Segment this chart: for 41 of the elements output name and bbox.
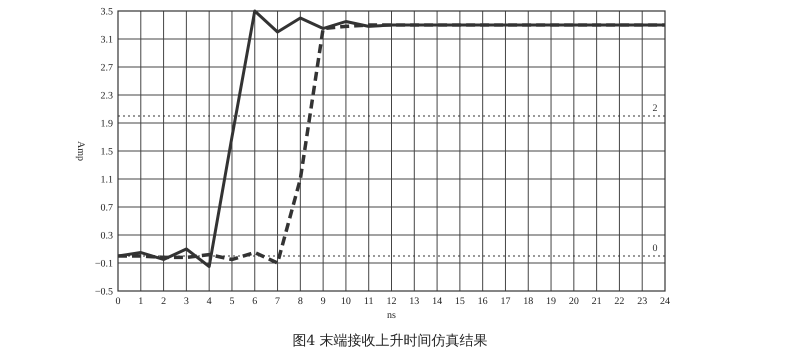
x-tick-label: 15 <box>454 296 465 307</box>
y-tick-label: 2.3 <box>100 90 113 102</box>
y-tick-label: −0.5 <box>94 286 113 298</box>
y-tick-label: −0.1 <box>94 258 113 270</box>
y-tick-label: 3.1 <box>100 34 113 46</box>
y-tick-label: 3.5 <box>100 6 113 18</box>
x-tick-label: 6 <box>252 296 258 307</box>
caption: 图4 末端接收上升时间仿真结果 <box>292 333 488 349</box>
x-tick-label: 22 <box>614 296 624 307</box>
x-tick-label: 5 <box>229 296 234 307</box>
x-tick-label: 17 <box>500 296 510 307</box>
x-tick-label: 10 <box>340 296 351 307</box>
y-tick-label: 1.1 <box>100 174 113 186</box>
y-tick-label: 1.5 <box>100 146 113 158</box>
x-tick-label: 12 <box>386 296 396 307</box>
x-tick-label: 8 <box>298 296 303 307</box>
x-axis-title: ns <box>387 310 396 321</box>
x-tick-label: 0 <box>116 296 120 307</box>
x-tick-label: 14 <box>432 296 442 307</box>
x-tick-label: 9 <box>320 296 326 307</box>
x-tick-label: 21 <box>592 296 602 307</box>
x-tick-label: 2 <box>161 296 166 307</box>
x-tick-label: 11 <box>364 296 374 307</box>
y-tick-label: 2.7 <box>100 62 113 74</box>
ref-line-label: 2 <box>652 103 658 114</box>
x-tick-label: 16 <box>478 296 488 307</box>
x-tick-label: 4 <box>206 296 212 307</box>
x-tick-label: 3 <box>184 296 189 307</box>
y-axis-title: Amp <box>75 141 86 161</box>
x-tick-label: 20 <box>568 296 579 307</box>
y-tick-label: 0.7 <box>100 202 113 214</box>
x-tick-label: 23 <box>637 296 648 307</box>
x-tick-label: 1 <box>138 296 144 307</box>
ref-line-label: 0 <box>652 243 658 254</box>
x-tick-label: 18 <box>523 296 534 307</box>
y-tick-label: 0.3 <box>100 230 113 242</box>
x-tick-label: 7 <box>275 296 280 307</box>
x-tick-label: 13 <box>409 296 420 307</box>
x-tick-label: 24 <box>660 296 670 307</box>
x-tick-label: 19 <box>546 296 556 307</box>
y-tick-label: 1.9 <box>100 118 113 130</box>
